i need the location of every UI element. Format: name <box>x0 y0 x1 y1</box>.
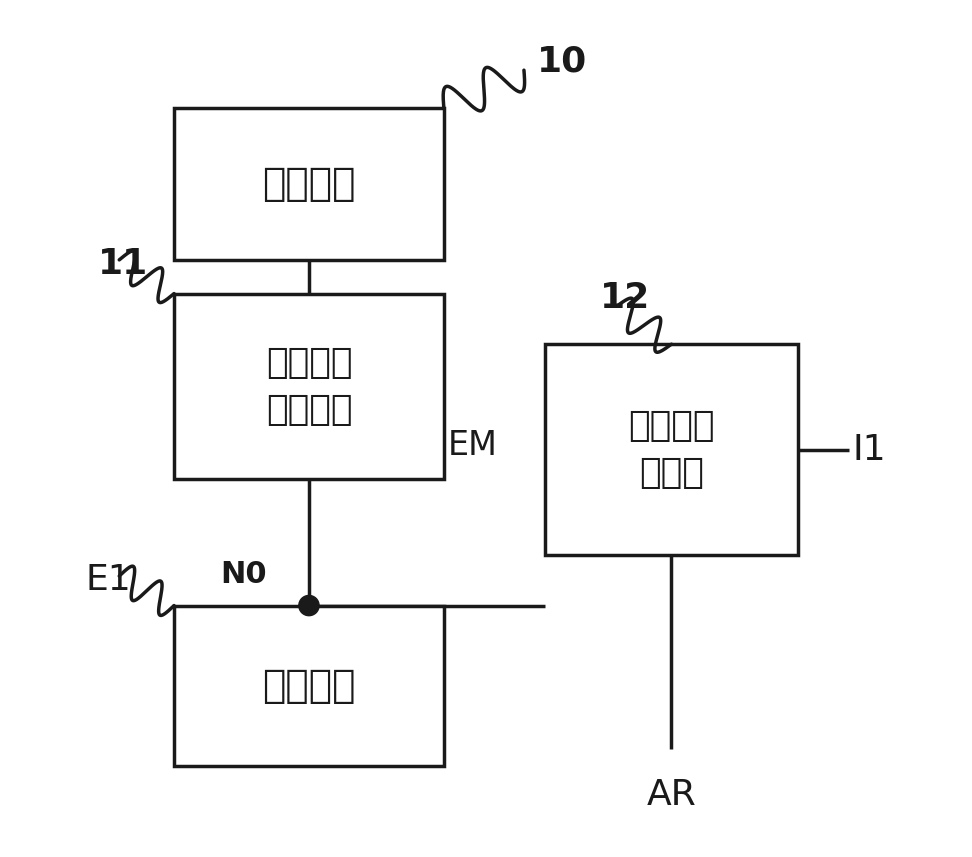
Bar <box>174 294 444 479</box>
Circle shape <box>298 596 319 615</box>
Text: 发光元件: 发光元件 <box>262 667 356 704</box>
Bar <box>174 108 444 260</box>
Text: 第一初始
化电路: 第一初始 化电路 <box>628 409 714 490</box>
Bar <box>545 345 798 555</box>
Text: E1: E1 <box>86 563 131 597</box>
Text: EM: EM <box>448 428 498 462</box>
Text: 驱动电路: 驱动电路 <box>262 165 356 203</box>
Text: 第一发光
控制电路: 第一发光 控制电路 <box>265 345 352 427</box>
Text: I1: I1 <box>852 433 886 466</box>
Text: 12: 12 <box>600 281 650 315</box>
Text: 11: 11 <box>98 247 149 281</box>
Text: AR: AR <box>646 778 696 812</box>
Text: 10: 10 <box>537 45 587 79</box>
Text: N0: N0 <box>221 560 267 589</box>
Bar <box>174 606 444 766</box>
